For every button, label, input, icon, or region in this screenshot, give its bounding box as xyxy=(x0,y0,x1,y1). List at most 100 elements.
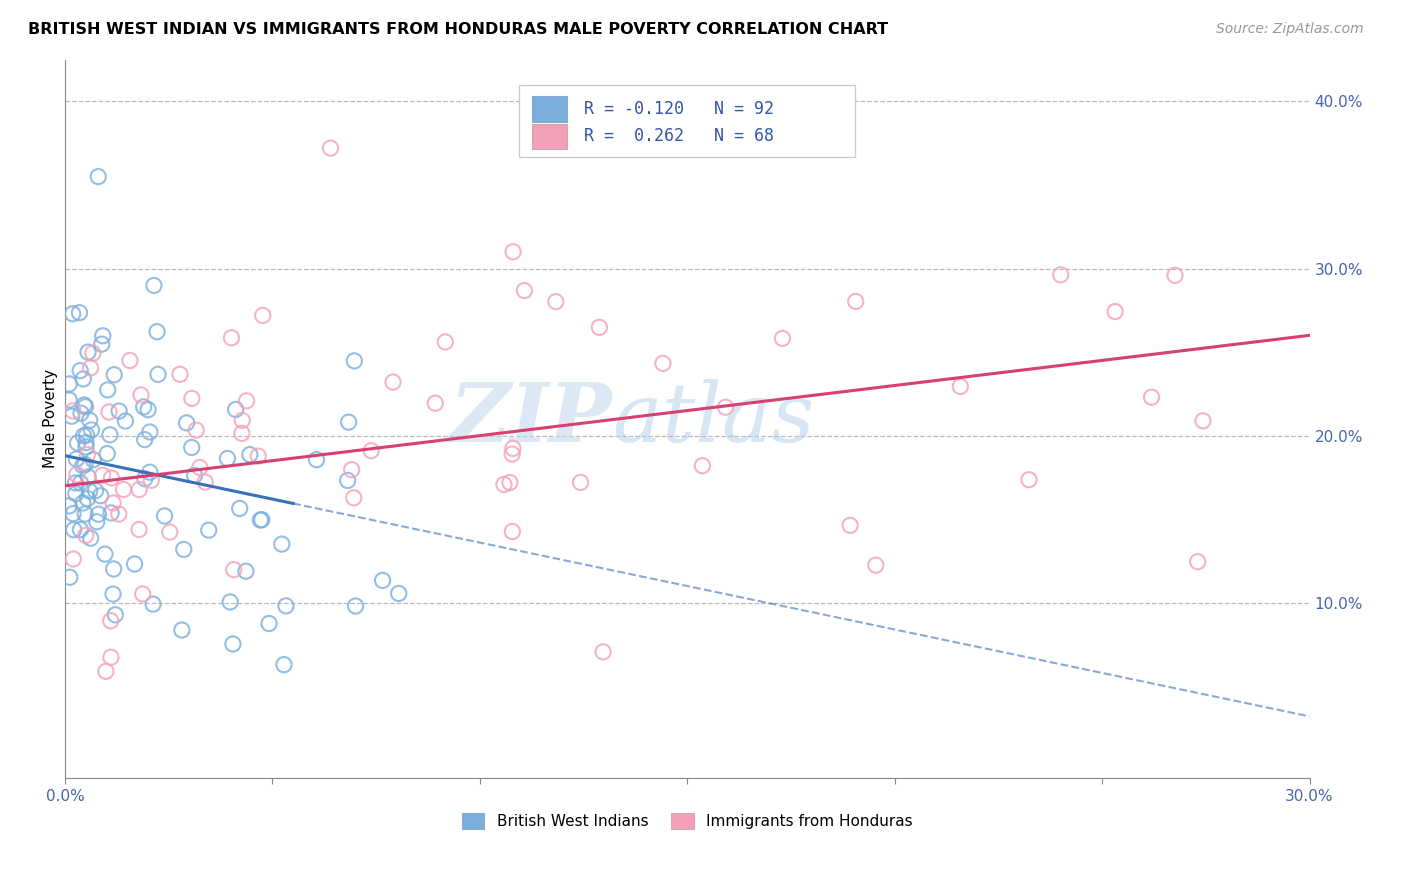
British West Indians xyxy=(344,599,367,613)
Immigrants from Honduras xyxy=(100,471,122,485)
British West Indians xyxy=(60,409,83,424)
British West Indians xyxy=(142,278,165,293)
Immigrants from Honduras xyxy=(1164,268,1187,283)
Immigrants from Honduras xyxy=(221,331,243,345)
FancyBboxPatch shape xyxy=(531,96,567,122)
British West Indians xyxy=(217,451,239,466)
British West Indians xyxy=(69,475,91,490)
FancyBboxPatch shape xyxy=(519,85,855,157)
Immigrants from Honduras xyxy=(544,294,567,309)
British West Indians xyxy=(69,363,91,377)
Text: R =  0.262   N = 68: R = 0.262 N = 68 xyxy=(583,128,773,145)
British West Indians xyxy=(90,489,112,503)
Immigrants from Honduras xyxy=(159,525,181,540)
Immigrants from Honduras xyxy=(1049,268,1071,282)
Text: Source: ZipAtlas.com: Source: ZipAtlas.com xyxy=(1216,22,1364,37)
British West Indians xyxy=(136,402,159,417)
Immigrants from Honduras xyxy=(112,483,135,497)
Immigrants from Honduras xyxy=(100,650,122,665)
British West Indians xyxy=(87,169,110,184)
British West Indians xyxy=(183,468,205,483)
British West Indians xyxy=(69,523,91,537)
British West Indians xyxy=(84,483,107,498)
Immigrants from Honduras xyxy=(592,645,614,659)
British West Indians xyxy=(62,307,84,321)
Immigrants from Honduras xyxy=(1104,304,1126,318)
Immigrants from Honduras xyxy=(319,141,342,155)
British West Indians xyxy=(79,484,101,499)
British West Indians xyxy=(305,452,328,467)
Immigrants from Honduras xyxy=(129,388,152,402)
Immigrants from Honduras xyxy=(499,475,522,490)
British West Indians xyxy=(176,416,198,430)
FancyBboxPatch shape xyxy=(531,124,567,150)
British West Indians xyxy=(134,433,156,447)
Immigrants from Honduras xyxy=(76,448,98,462)
Y-axis label: Male Poverty: Male Poverty xyxy=(44,369,58,468)
Immigrants from Honduras xyxy=(845,294,868,309)
British West Indians xyxy=(98,427,121,442)
British West Indians xyxy=(104,607,127,622)
Immigrants from Honduras xyxy=(194,475,217,490)
Immigrants from Honduras xyxy=(141,473,163,487)
Immigrants from Honduras xyxy=(588,320,610,334)
Immigrants from Honduras xyxy=(1140,390,1163,404)
British West Indians xyxy=(75,507,97,521)
British West Indians xyxy=(80,423,103,437)
British West Indians xyxy=(65,452,87,467)
Immigrants from Honduras xyxy=(492,477,515,491)
British West Indians xyxy=(270,537,292,551)
British West Indians xyxy=(82,452,104,467)
British West Indians xyxy=(90,337,112,351)
Immigrants from Honduras xyxy=(66,467,89,482)
Immigrants from Honduras xyxy=(651,356,673,370)
British West Indians xyxy=(76,428,98,442)
British West Indians xyxy=(66,436,89,450)
British West Indians xyxy=(96,447,118,461)
British West Indians xyxy=(69,306,91,320)
Immigrants from Honduras xyxy=(91,468,114,483)
Text: R = -0.120   N = 92: R = -0.120 N = 92 xyxy=(583,100,773,118)
Immigrants from Honduras xyxy=(865,558,887,573)
British West Indians xyxy=(75,440,97,454)
British West Indians xyxy=(97,383,120,397)
Immigrants from Honduras xyxy=(425,396,447,410)
British West Indians xyxy=(146,325,169,339)
Immigrants from Honduras xyxy=(1192,414,1215,428)
British West Indians xyxy=(225,402,247,417)
Immigrants from Honduras xyxy=(118,353,141,368)
Text: atlas: atlas xyxy=(613,379,815,458)
Immigrants from Honduras xyxy=(434,334,457,349)
Immigrants from Honduras xyxy=(692,458,714,473)
British West Indians xyxy=(62,507,84,521)
Immigrants from Honduras xyxy=(100,614,122,628)
British West Indians xyxy=(94,547,117,561)
Immigrants from Honduras xyxy=(502,442,524,456)
Immigrants from Honduras xyxy=(235,393,257,408)
Immigrants from Honduras xyxy=(501,524,523,539)
British West Indians xyxy=(87,507,110,521)
British West Indians xyxy=(101,587,124,601)
Immigrants from Honduras xyxy=(1187,555,1209,569)
Immigrants from Honduras xyxy=(79,360,101,375)
British West Indians xyxy=(257,616,280,631)
Immigrants from Honduras xyxy=(98,405,121,419)
British West Indians xyxy=(124,557,146,571)
British West Indians xyxy=(72,496,94,510)
British West Indians xyxy=(173,542,195,557)
Legend: British West Indians, Immigrants from Honduras: British West Indians, Immigrants from Ho… xyxy=(456,807,920,835)
Immigrants from Honduras xyxy=(169,368,191,382)
Immigrants from Honduras xyxy=(82,346,104,360)
Immigrants from Honduras xyxy=(252,309,274,323)
Immigrants from Honduras xyxy=(131,587,153,601)
Immigrants from Honduras xyxy=(714,401,737,415)
Immigrants from Honduras xyxy=(247,449,270,463)
British West Indians xyxy=(180,441,202,455)
Immigrants from Honduras xyxy=(231,413,253,427)
British West Indians xyxy=(72,458,94,473)
British West Indians xyxy=(86,515,108,529)
Immigrants from Honduras xyxy=(569,475,592,490)
Immigrants from Honduras xyxy=(62,404,84,418)
Immigrants from Honduras xyxy=(382,375,405,389)
British West Indians xyxy=(197,523,219,537)
